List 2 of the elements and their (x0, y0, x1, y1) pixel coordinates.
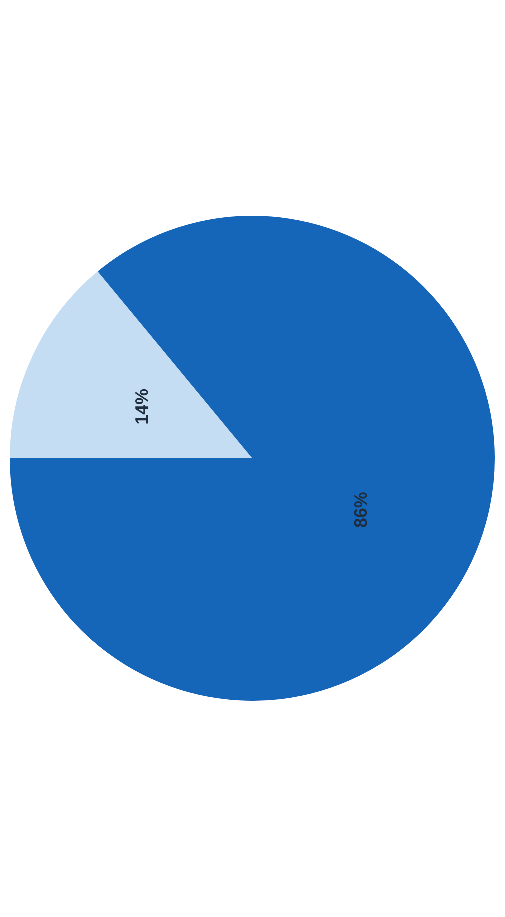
data-label: 86% (351, 492, 372, 528)
data-label: 14% (132, 388, 152, 425)
